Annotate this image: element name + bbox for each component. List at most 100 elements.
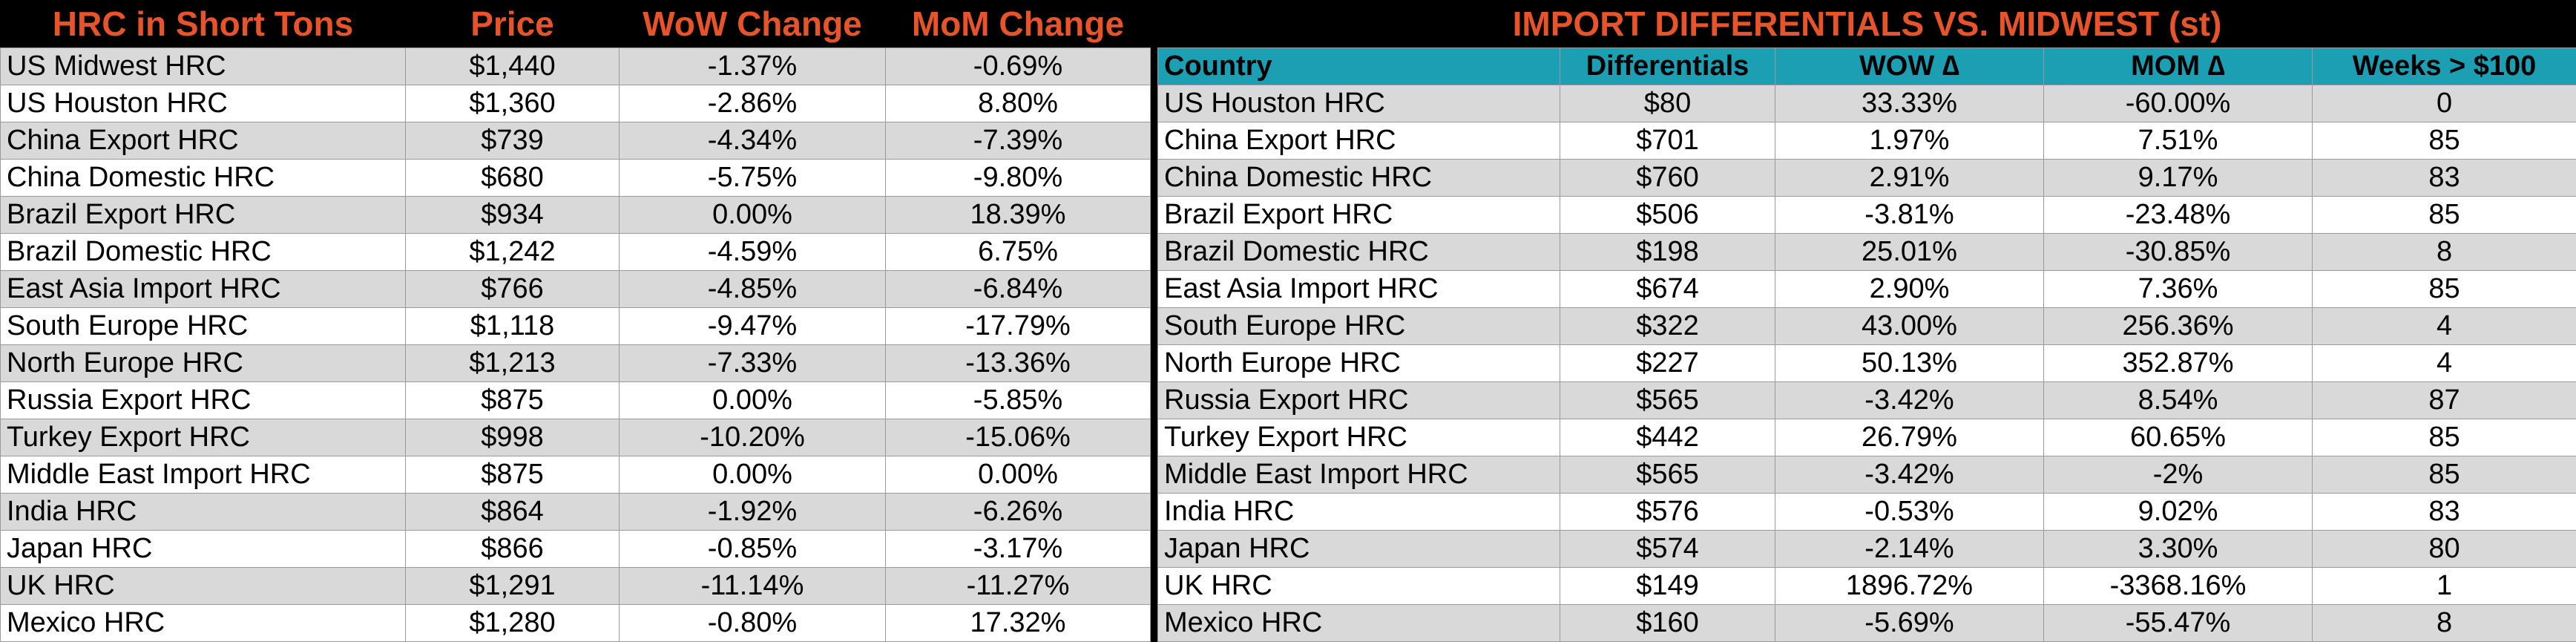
table-row: Japan HRC$866-0.85%-3.17%	[1, 530, 1151, 567]
wow-delta-cell: 33.33%	[1775, 85, 2044, 122]
header-mom-delta: MOM ∆	[2044, 48, 2313, 85]
weeks-over-100-cell: 87	[2313, 381, 2576, 419]
product-cell: North Europe HRC	[1, 344, 406, 381]
mom-delta-cell: 8.54%	[2044, 381, 2313, 419]
table-row: US Houston HRC$1,360-2.86%8.80%	[1, 85, 1151, 122]
table-row: East Asia Import HRC$766-4.85%-6.84%	[1, 270, 1151, 307]
mom-change-cell: -6.26%	[886, 493, 1151, 530]
weeks-over-100-cell: 4	[2313, 344, 2576, 381]
wow-delta-cell: -3.42%	[1775, 456, 2044, 493]
wow-change-cell: -2.86%	[620, 85, 886, 122]
differential-cell: $80	[1560, 85, 1775, 122]
country-cell: Turkey Export HRC	[1158, 419, 1560, 456]
country-cell: South Europe HRC	[1158, 307, 1560, 344]
table-row: Brazil Domestic HRC$1,242-4.59%6.75%	[1, 233, 1151, 270]
wow-delta-cell: 43.00%	[1775, 307, 2044, 344]
table-row: South Europe HRC$1,118-9.47%-17.79%	[1, 307, 1151, 344]
product-cell: US Midwest HRC	[1, 48, 406, 85]
mom-change-cell: -6.84%	[886, 270, 1151, 307]
mom-change-cell: 0.00%	[886, 456, 1151, 493]
table-row: North Europe HRC$1,213-7.33%-13.36%	[1, 344, 1151, 381]
weeks-over-100-cell: 4	[2313, 307, 2576, 344]
mom-delta-cell: 60.65%	[2044, 419, 2313, 456]
wow-delta-cell: -3.81%	[1775, 196, 2044, 233]
price-cell: $1,360	[406, 85, 620, 122]
table-row: Mexico HRC$1,280-0.80%17.32%	[1, 604, 1151, 641]
mom-delta-cell: 9.02%	[2044, 493, 2313, 530]
wow-delta-cell: 1896.72%	[1775, 567, 2044, 604]
country-cell: Brazil Export HRC	[1158, 196, 1560, 233]
differential-cell: $701	[1560, 122, 1775, 159]
price-cell: $934	[406, 196, 620, 233]
differential-cell: $574	[1560, 530, 1775, 567]
header-price: Price	[406, 0, 620, 48]
weeks-over-100-cell: 83	[2313, 159, 2576, 196]
wow-change-cell: 0.00%	[620, 196, 886, 233]
price-cell: $866	[406, 530, 620, 567]
wow-change-cell: -4.34%	[620, 122, 886, 159]
mom-change-cell: -5.85%	[886, 381, 1151, 419]
country-cell: China Export HRC	[1158, 122, 1560, 159]
product-cell: Brazil Export HRC	[1, 196, 406, 233]
price-cell: $1,440	[406, 48, 620, 85]
wow-delta-cell: -3.42%	[1775, 381, 2044, 419]
country-cell: China Domestic HRC	[1158, 159, 1560, 196]
differential-cell: $506	[1560, 196, 1775, 233]
price-cell: $875	[406, 456, 620, 493]
weeks-over-100-cell: 85	[2313, 270, 2576, 307]
wow-change-cell: -5.75%	[620, 159, 886, 196]
differential-cell: $322	[1560, 307, 1775, 344]
weeks-over-100-cell: 0	[2313, 85, 2576, 122]
weeks-over-100-cell: 85	[2313, 122, 2576, 159]
country-cell: UK HRC	[1158, 567, 1560, 604]
mom-delta-cell: -23.48%	[2044, 196, 2313, 233]
import-differentials-panel: IMPORT DIFFERENTIALS VS. MIDWEST (st) Co…	[1157, 0, 2576, 642]
weeks-over-100-cell: 8	[2313, 233, 2576, 270]
mom-change-cell: 8.80%	[886, 85, 1151, 122]
weeks-over-100-cell: 85	[2313, 419, 2576, 456]
wow-delta-cell: 2.91%	[1775, 159, 2044, 196]
wow-delta-cell: -0.53%	[1775, 493, 2044, 530]
header-weeks-over-100: Weeks > $100	[2313, 48, 2576, 85]
mom-change-cell: -9.80%	[886, 159, 1151, 196]
wow-change-cell: -0.80%	[620, 604, 886, 641]
weeks-over-100-cell: 85	[2313, 456, 2576, 493]
product-cell: South Europe HRC	[1, 307, 406, 344]
country-cell: Japan HRC	[1158, 530, 1560, 567]
price-cell: $1,291	[406, 567, 620, 604]
product-cell: Brazil Domestic HRC	[1, 233, 406, 270]
product-cell: UK HRC	[1, 567, 406, 604]
mom-change-cell: 6.75%	[886, 233, 1151, 270]
import-differentials-table: IMPORT DIFFERENTIALS VS. MIDWEST (st) Co…	[1157, 0, 2576, 642]
import-differentials-title-row: IMPORT DIFFERENTIALS VS. MIDWEST (st)	[1158, 0, 2576, 48]
mom-change-cell: -13.36%	[886, 344, 1151, 381]
price-cell: $864	[406, 493, 620, 530]
price-cell: $1,280	[406, 604, 620, 641]
header-mom-change: MoM Change	[886, 0, 1151, 48]
product-cell: Japan HRC	[1, 530, 406, 567]
wow-change-cell: -4.59%	[620, 233, 886, 270]
mom-change-cell: -11.27%	[886, 567, 1151, 604]
product-cell: US Houston HRC	[1, 85, 406, 122]
price-cell: $1,213	[406, 344, 620, 381]
table-row: India HRC$576-0.53%9.02%83	[1158, 493, 2576, 530]
price-cell: $680	[406, 159, 620, 196]
mom-delta-cell: -30.85%	[2044, 233, 2313, 270]
hrc-price-table-body: US Midwest HRC$1,440-1.37%-0.69%US Houst…	[1, 48, 1151, 641]
differential-cell: $576	[1560, 493, 1775, 530]
product-cell: Mexico HRC	[1, 604, 406, 641]
mom-change-cell: -3.17%	[886, 530, 1151, 567]
country-cell: North Europe HRC	[1158, 344, 1560, 381]
table-row: Japan HRC$574-2.14%3.30%80	[1158, 530, 2576, 567]
product-cell: India HRC	[1, 493, 406, 530]
mom-delta-cell: 7.36%	[2044, 270, 2313, 307]
differential-cell: $565	[1560, 381, 1775, 419]
mom-delta-cell: -60.00%	[2044, 85, 2313, 122]
